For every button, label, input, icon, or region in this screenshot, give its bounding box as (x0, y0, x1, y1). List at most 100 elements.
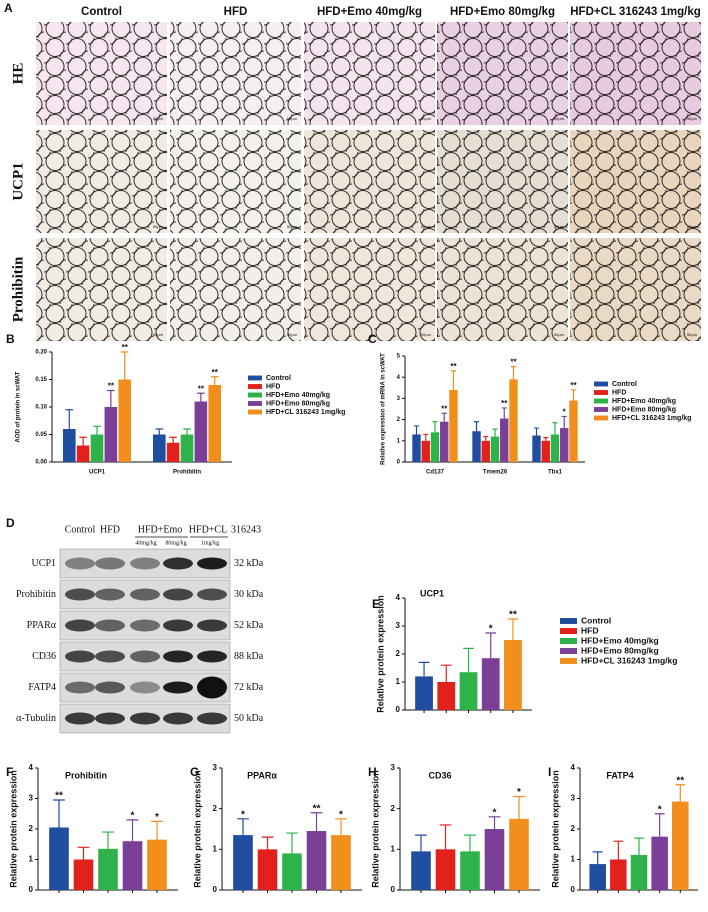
significance-label: ** (510, 358, 517, 367)
significance-label: * (493, 807, 497, 818)
blot-band (197, 712, 227, 725)
bar (62, 429, 76, 462)
scale-bar-label: 50μm (421, 332, 432, 337)
bar (118, 379, 132, 462)
scale-bar-label: 50μm (287, 116, 298, 121)
panel-label: C (368, 332, 377, 346)
y-axis-title: Relative expression of mRNA in scWAT (381, 353, 387, 465)
error-bar (102, 831, 114, 849)
error-bar (53, 799, 65, 828)
error-bar (183, 428, 191, 435)
bar (194, 401, 208, 462)
scale-bar-label: 50μm (687, 116, 698, 121)
bar (610, 859, 627, 890)
bar (481, 440, 490, 462)
y-axis-title: Relative protein expression (192, 770, 202, 888)
significance-label: ** (198, 384, 205, 393)
error-bar (335, 818, 347, 836)
scale-bar-label: 50μm (153, 116, 164, 121)
cell-texture (570, 130, 701, 233)
blot-band (95, 681, 125, 694)
column-header: HFD+Emo 80mg/kg (450, 6, 555, 18)
bar (412, 434, 421, 462)
protein-label: PPARα (27, 620, 57, 631)
bar (630, 854, 648, 890)
cell-texture (570, 22, 701, 125)
column-header: HFD (224, 6, 248, 18)
bar (411, 851, 431, 890)
error-bar (510, 366, 516, 380)
error-bar (197, 392, 205, 402)
y-tick-label: 5 (397, 354, 401, 360)
error-bar (561, 415, 567, 429)
panel-label: B (6, 332, 15, 346)
y-tick-label: 2 (396, 649, 401, 658)
blot-band (163, 588, 193, 601)
scale-bar-label: 50μm (287, 224, 298, 229)
significance-label: ** (570, 381, 577, 390)
y-tick-label: 2 (397, 417, 401, 423)
cell-texture (304, 238, 435, 341)
y-tick-label: 0.05 (35, 432, 47, 438)
blot-band (95, 650, 125, 663)
significance-label: * (339, 809, 343, 820)
y-tick-label: 3 (571, 794, 576, 803)
error-bar (501, 407, 507, 419)
y-tick-label: 0.15 (35, 377, 47, 383)
error-bar (513, 795, 525, 819)
y-tick-label: 1 (571, 855, 576, 864)
bar (560, 428, 569, 462)
protein-label: FATP4 (28, 682, 56, 693)
y-tick-label: 0 (391, 885, 396, 894)
error-bar (107, 389, 115, 407)
scale-bar-label: 50μm (153, 332, 164, 337)
error-bar (126, 819, 139, 842)
bar (500, 418, 509, 462)
bar (509, 379, 518, 462)
bar (421, 440, 430, 462)
error-bar (423, 433, 429, 441)
legend-swatch (560, 618, 577, 624)
significance-label: ** (108, 382, 115, 391)
chart-title: Prohibitin (65, 770, 107, 780)
blot-band (130, 557, 160, 570)
y-tick-label: 3 (29, 794, 34, 803)
protein-label: CD36 (32, 651, 56, 662)
legend-swatch (248, 401, 262, 406)
bar (49, 827, 69, 890)
significance-label: ** (501, 399, 508, 408)
cell-texture (36, 238, 167, 341)
blot-band (197, 557, 227, 570)
row-label: UCP1 (10, 162, 26, 200)
bar (435, 849, 456, 890)
error-bar (65, 409, 74, 429)
error-bar (414, 425, 420, 435)
bar (672, 801, 689, 890)
cell-texture (170, 238, 301, 341)
error-bar (634, 837, 644, 855)
error-bar (675, 784, 686, 802)
lane-label: HFD+Emo (138, 524, 183, 535)
bar (430, 432, 440, 462)
chart-title: CD36 (428, 770, 451, 780)
legend-label: Control (612, 381, 637, 388)
bar (122, 841, 143, 890)
scale-bar-label: 50μm (554, 116, 565, 121)
blot-band (65, 681, 95, 694)
chart-title: PPARα (247, 770, 277, 780)
bar (651, 836, 668, 890)
error-bar (507, 618, 519, 640)
legend-label: Control (581, 615, 611, 625)
y-tick-label: 2 (571, 824, 576, 833)
blot-band (65, 619, 95, 632)
error-bar (440, 664, 452, 682)
legend-label: HFD (581, 625, 598, 635)
legend-swatch (594, 390, 608, 395)
y-tick-label: 3 (391, 763, 396, 772)
panel-label: F (6, 765, 13, 779)
protein-label: Prohibitin (16, 589, 56, 600)
protein-label: α-Tubulin (16, 713, 56, 724)
significance-label: * (131, 810, 135, 821)
bar (541, 440, 550, 462)
x-tick-label: Cd137 (426, 470, 445, 476)
